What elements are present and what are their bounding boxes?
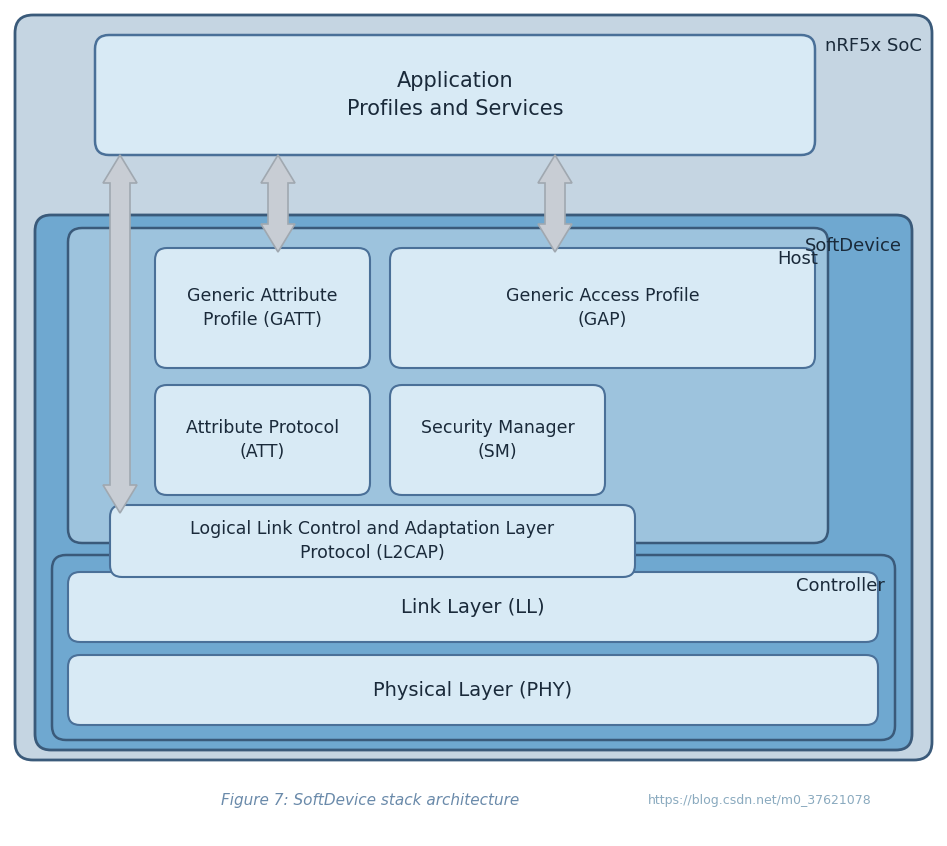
Text: Application
Profiles and Services: Application Profiles and Services: [347, 71, 563, 119]
FancyBboxPatch shape: [390, 385, 605, 495]
Text: Figure 7: SoftDevice stack architecture: Figure 7: SoftDevice stack architecture: [221, 793, 519, 807]
FancyBboxPatch shape: [68, 655, 878, 725]
FancyBboxPatch shape: [390, 248, 815, 368]
Text: Attribute Protocol
(ATT): Attribute Protocol (ATT): [186, 419, 339, 461]
Text: Physical Layer (PHY): Physical Layer (PHY): [373, 680, 573, 700]
FancyBboxPatch shape: [155, 385, 370, 495]
FancyBboxPatch shape: [68, 572, 878, 642]
Polygon shape: [261, 155, 295, 252]
Text: SoftDevice: SoftDevice: [805, 237, 902, 255]
Polygon shape: [538, 155, 572, 252]
Text: Controller: Controller: [796, 577, 885, 595]
FancyBboxPatch shape: [52, 555, 895, 740]
Text: Host: Host: [777, 250, 818, 268]
Text: https://blog.csdn.net/m0_37621078: https://blog.csdn.net/m0_37621078: [648, 794, 872, 806]
FancyBboxPatch shape: [95, 35, 815, 155]
FancyBboxPatch shape: [15, 15, 932, 760]
Polygon shape: [103, 155, 137, 513]
FancyBboxPatch shape: [68, 228, 828, 543]
FancyBboxPatch shape: [155, 248, 370, 368]
FancyBboxPatch shape: [35, 215, 912, 750]
Text: Generic Attribute
Profile (GATT): Generic Attribute Profile (GATT): [188, 287, 338, 329]
Text: Security Manager
(SM): Security Manager (SM): [420, 419, 575, 461]
Text: nRF5x SoC: nRF5x SoC: [825, 37, 922, 55]
Text: Generic Access Profile
(GAP): Generic Access Profile (GAP): [506, 287, 699, 329]
Text: Link Layer (LL): Link Layer (LL): [402, 597, 545, 617]
Text: Logical Link Control and Adaptation Layer
Protocol (L2CAP): Logical Link Control and Adaptation Laye…: [190, 519, 555, 562]
FancyBboxPatch shape: [110, 505, 635, 577]
